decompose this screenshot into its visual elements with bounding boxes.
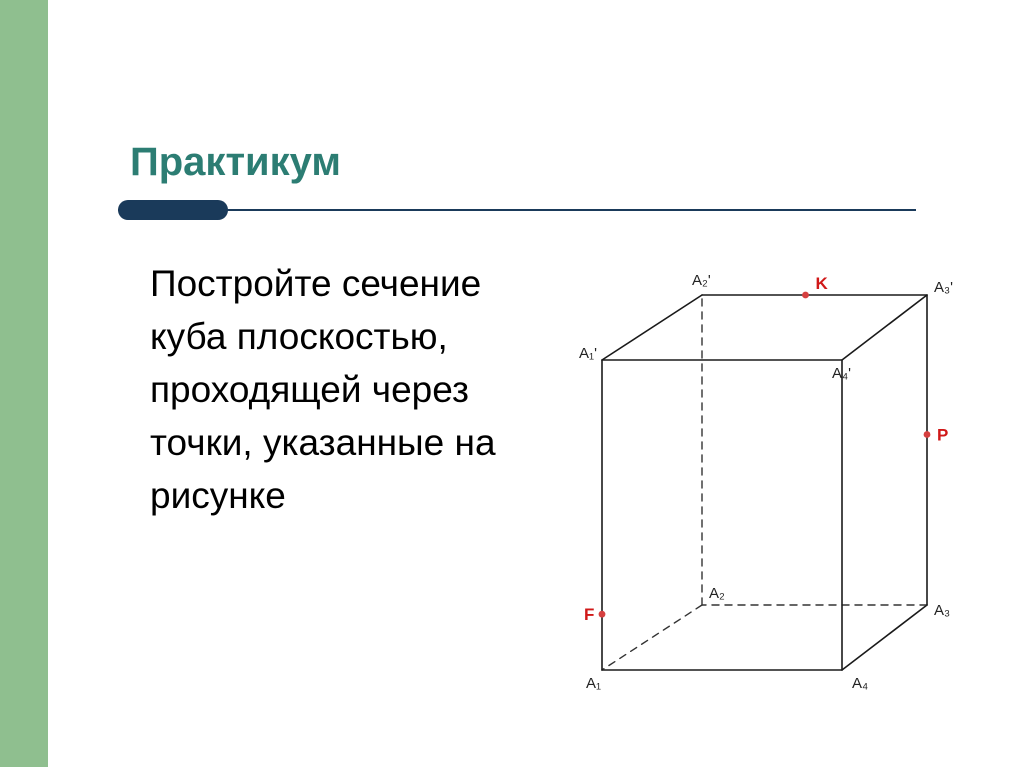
vertex-label-A3: A₃ [934, 602, 950, 619]
point-label-F: F [584, 605, 594, 624]
vertex-label-A4: A₄ [852, 675, 868, 692]
point-K [802, 292, 809, 299]
cube-diagram: A₁ A₄ A₃ A₂ A₁' A₄' A₃' A₂' K P F [552, 270, 962, 700]
edge-A2-A1 [602, 605, 702, 670]
vertex-label-A3p: A₃' [934, 279, 953, 296]
slide-title: Практикум [130, 140, 341, 185]
edge-A2p-A1p [602, 295, 702, 360]
title-underline-cap [118, 200, 228, 220]
vertex-label-A4p: A₄' [832, 365, 851, 382]
title-underline-line [118, 209, 916, 211]
vertex-label-A1p: A₁' [579, 345, 597, 362]
vertex-label-A2: A₂ [709, 585, 725, 602]
slide: Практикум Постройте сечение куба плоскос… [0, 0, 1024, 767]
sidebar-strip [0, 0, 48, 767]
edge-A4-A3 [842, 605, 927, 670]
problem-statement: Постройте сечение куба плоскостью, прохо… [150, 258, 510, 523]
point-P [924, 431, 931, 438]
point-label-P: P [937, 426, 948, 445]
vertex-label-A1: A₁ [586, 675, 601, 692]
vertex-label-A2p: A₂' [692, 272, 711, 289]
point-F [599, 611, 606, 618]
point-label-K: K [816, 274, 829, 293]
cube-svg: A₁ A₄ A₃ A₂ A₁' A₄' A₃' A₂' K P F [552, 270, 962, 700]
title-underline [118, 200, 916, 220]
edge-A4p-A3p [842, 295, 927, 360]
